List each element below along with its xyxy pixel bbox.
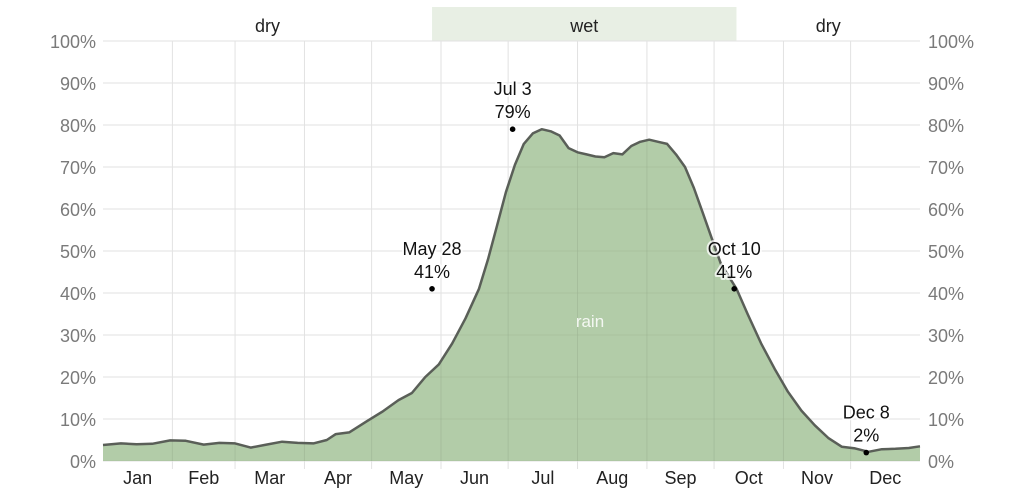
x-tick-apr: Apr <box>324 468 352 488</box>
season-label-wet: wet <box>569 16 598 36</box>
x-tick-mar: Mar <box>254 468 285 488</box>
rain-line <box>102 127 921 454</box>
y-tick-left: 10% <box>60 410 96 430</box>
x-tick-dec: Dec <box>869 468 901 488</box>
x-tick-oct: Oct <box>735 468 763 488</box>
annotation-value: 79% <box>495 102 531 122</box>
y-tick-right: 30% <box>928 326 964 346</box>
season-label-dry: dry <box>816 16 841 36</box>
x-axis-months: Jan Feb Mar Apr May Jun Jul Aug Sep Oct Nov Dec <box>123 468 901 488</box>
annotations: May 28 41% Jul 3 79% Oct 10 41% Dec 8 2% <box>401 77 892 456</box>
annotation-marker <box>509 126 516 132</box>
y-tick-left: 60% <box>60 200 96 220</box>
y-tick-left: 30% <box>60 326 96 346</box>
x-tick-nov: Nov <box>801 468 833 488</box>
annotation-marker <box>863 449 870 456</box>
y-tick-right: 90% <box>928 74 964 94</box>
y-tick-left: 80% <box>60 116 96 136</box>
y-axis-left: 0% 10% 20% 30% 40% 50% 60% 70% 80% 90% 100% <box>50 32 96 472</box>
x-tick-aug: Aug <box>596 468 628 488</box>
y-tick-right: 20% <box>928 368 964 388</box>
x-tick-jul: Jul <box>531 468 554 488</box>
season-bands: dry wet dry <box>255 7 841 41</box>
y-tick-right: 100% <box>928 32 974 52</box>
annotation-value: 41% <box>414 262 450 282</box>
y-tick-right: 40% <box>928 284 964 304</box>
y-axis-right: 0% 10% 20% 30% 40% 50% 60% 70% 80% 90% 100% <box>928 32 974 472</box>
x-tick-jun: Jun <box>460 468 489 488</box>
series-label-rain: rain <box>576 312 604 331</box>
y-tick-left: 50% <box>60 242 96 262</box>
annotation-date: Dec 8 <box>843 403 890 423</box>
y-tick-left: 70% <box>60 158 96 178</box>
x-tick-may: May <box>389 468 423 488</box>
y-tick-right: 10% <box>928 410 964 430</box>
y-tick-right: 0% <box>928 452 954 472</box>
rain-area <box>103 129 920 461</box>
y-tick-right: 80% <box>928 116 964 136</box>
y-tick-left: 20% <box>60 368 96 388</box>
annotation-marker <box>731 286 738 292</box>
season-band-wet <box>432 7 737 41</box>
x-tick-sep: Sep <box>664 468 696 488</box>
y-tick-right: 50% <box>928 242 964 262</box>
annotation-value: 41% <box>716 262 752 282</box>
x-tick-jan: Jan <box>123 468 152 488</box>
y-tick-left: 40% <box>60 284 96 304</box>
annotation-value: 2% <box>853 426 879 446</box>
y-tick-right: 60% <box>928 200 964 220</box>
annotation-date: Jul 3 <box>494 79 532 99</box>
x-tick-feb: Feb <box>188 468 219 488</box>
annotation-date: May 28 <box>403 239 462 259</box>
season-label-dry: dry <box>255 16 280 36</box>
annotation-marker <box>429 286 435 292</box>
y-tick-right: 70% <box>928 158 964 178</box>
y-tick-left: 100% <box>50 32 96 52</box>
y-tick-left: 90% <box>60 74 96 94</box>
y-tick-left: 0% <box>70 452 96 472</box>
annotation-date: Oct 10 <box>708 239 761 259</box>
